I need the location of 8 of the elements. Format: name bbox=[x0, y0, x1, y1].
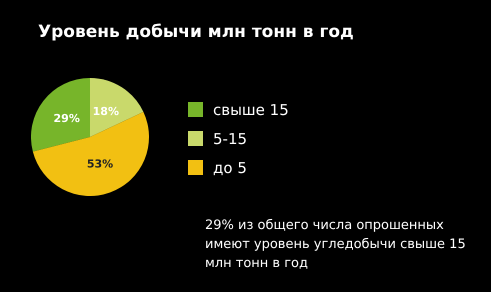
legend-label: до 5 bbox=[213, 158, 247, 176]
legend-label: свыше 15 bbox=[213, 100, 289, 118]
chart-title: Уровень добычи млн тонн в год bbox=[38, 22, 354, 42]
data-label: 53% bbox=[86, 158, 114, 171]
data-label: 29% bbox=[54, 112, 80, 125]
text: 29% из общего числа опрошенных имеют уровень угледобычи свыше 15 млн тонн в год bbox=[205, 217, 467, 273]
data-label: 18% bbox=[92, 104, 119, 118]
legend-label: 5-15 bbox=[213, 130, 248, 148]
